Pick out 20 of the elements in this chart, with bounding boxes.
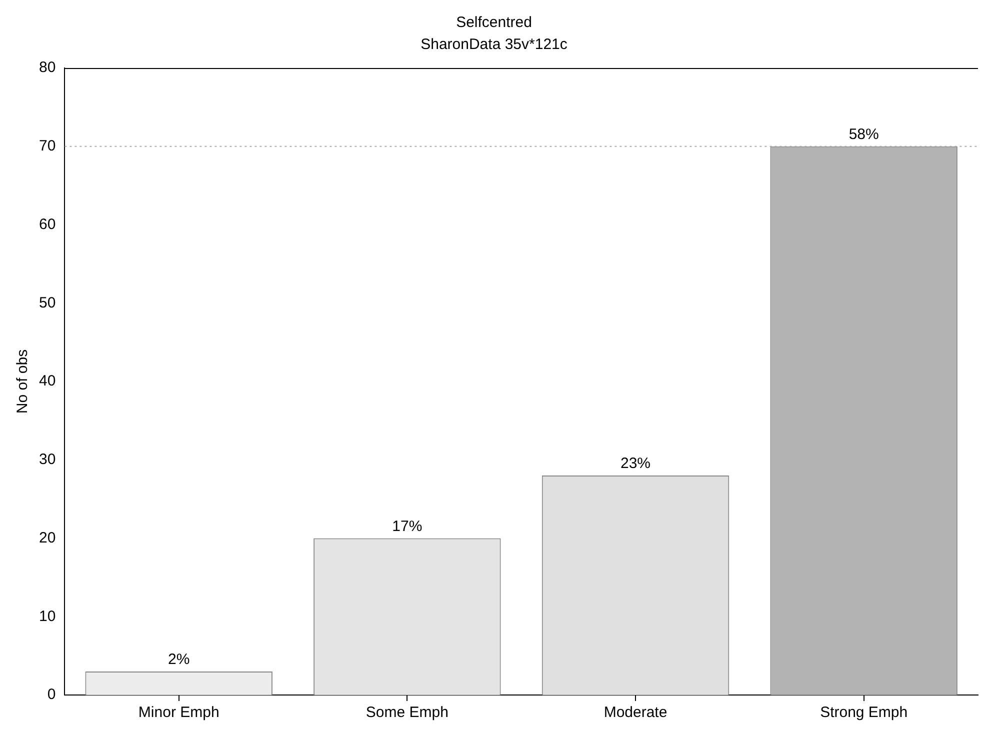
annotation: 23%	[620, 455, 651, 472]
x-tick-label: Minor Emph	[138, 704, 220, 722]
chart-subtitle: SharonData 35v*121c	[420, 36, 568, 54]
annotation: 17%	[392, 518, 422, 535]
y-tick-label: 60	[38, 216, 56, 233]
y-tick-label: 20	[38, 529, 56, 546]
y-tick-label: 0	[47, 686, 56, 704]
y-tick-label: 80	[38, 59, 56, 76]
y-axis-title: No of obs	[14, 349, 32, 414]
y-tick-label: 10	[38, 608, 56, 625]
annotation: 2%	[168, 651, 190, 668]
x-tick-label: Strong Emph	[820, 704, 908, 722]
x-tick-label: Some Emph	[366, 704, 448, 722]
y-tick-label: 70	[38, 138, 56, 155]
chart-title: Selfcentred	[456, 14, 532, 32]
x-tick-label: Moderate	[604, 704, 668, 722]
y-tick-label: 40	[38, 372, 56, 390]
y-tick-label: 30	[38, 451, 56, 468]
y-tick-label: 50	[38, 294, 56, 312]
annotation: 58%	[848, 126, 879, 144]
